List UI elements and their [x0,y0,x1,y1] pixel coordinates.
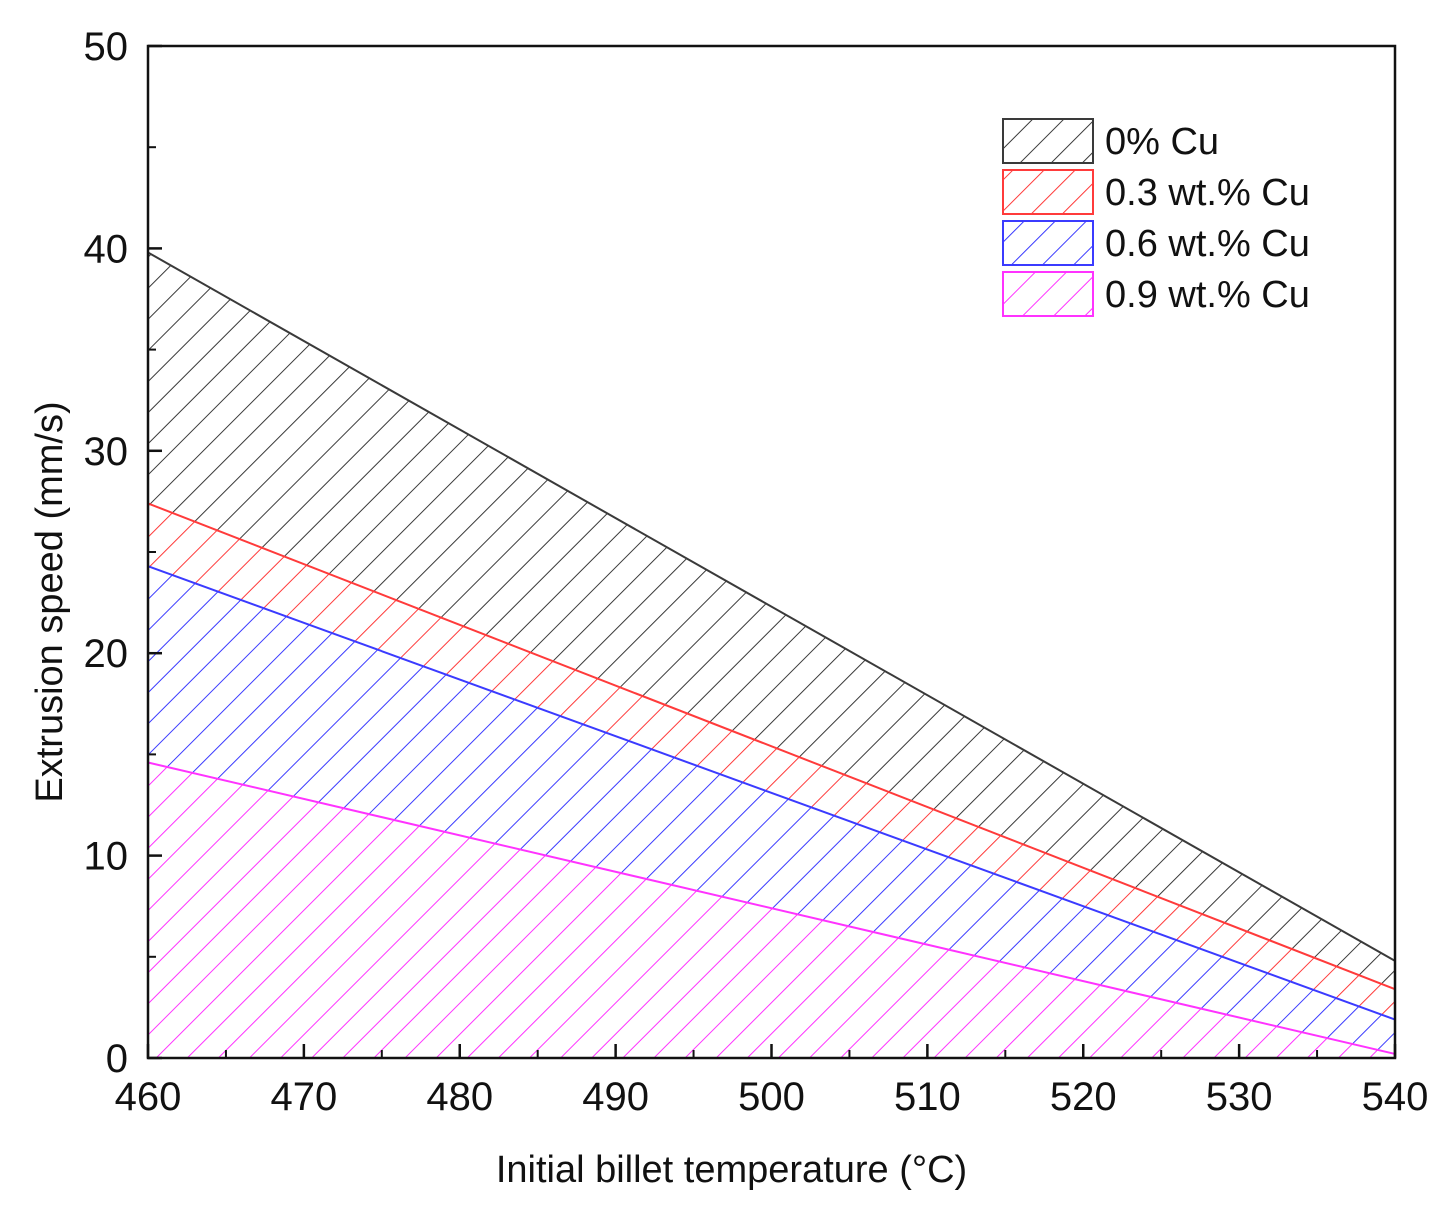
x-tick-label: 520 [1050,1075,1117,1119]
area-edge-series-2 [147,565,1396,1021]
x-tick-label: 490 [582,1075,649,1119]
legend-label: 0.6 wt.% Cu [1105,223,1310,265]
x-tick-label: 470 [271,1075,338,1119]
legend-item: 0.6 wt.% Cu [1002,220,1310,266]
legend-swatch [1002,118,1094,164]
tick-layer [146,44,1397,1060]
legend-label: 0% Cu [1105,121,1219,163]
area-layer [147,251,1396,1058]
x-axis-title: Initial billet temperature (°C) [496,1149,967,1191]
area-edge-series-0 [147,251,1396,962]
legend: 0% Cu 0.3 wt.% Cu 0.6 wt.% Cu 0.9 wt.% Cu [1002,118,1310,317]
legend-swatch [1002,220,1094,266]
legend-swatch [1002,169,1094,215]
x-tick-label: 480 [426,1075,493,1119]
legend-item: 0.3 wt.% Cu [1002,169,1310,215]
y-tick-label: 40 [84,227,129,271]
x-tick-label: 530 [1206,1075,1273,1119]
y-axis-title: Extrusion speed (mm/s) [29,401,71,802]
legend-item: 0% Cu [1002,118,1219,164]
x-tick-label: 540 [1362,1075,1429,1119]
x-tick-label: 500 [738,1075,805,1119]
x-tick-label: 510 [894,1075,961,1119]
legend-swatch [1002,271,1094,317]
x-tick-label: 460 [115,1075,182,1119]
tick-label-layer: 460 470 480 490 500 510 520 530 540 0 10 20 30 40 50 [84,25,1429,1119]
plot-frame [146,44,1397,1060]
y-tick-label: 0 [106,1037,128,1081]
legend-label: 0.3 wt.% Cu [1105,172,1310,214]
y-tick-label: 20 [84,632,129,676]
area-edge-series-1 [147,502,1396,991]
y-tick-label: 10 [84,835,129,879]
y-tick-label: 30 [84,430,129,474]
legend-item: 0.9 wt.% Cu [1002,271,1310,317]
area-edge-series-3 [147,761,1396,1055]
y-tick-label: 50 [84,25,129,69]
legend-label: 0.9 wt.% Cu [1105,274,1310,316]
